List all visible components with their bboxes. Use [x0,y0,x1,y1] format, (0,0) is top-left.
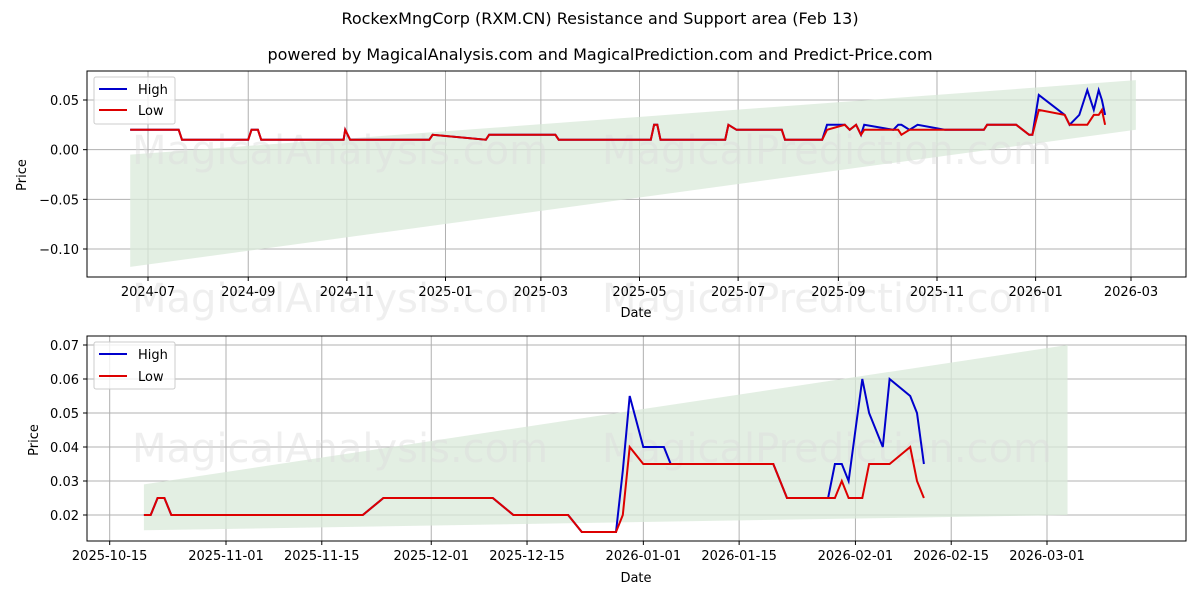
x-tick-label: 2026-02-01 [818,549,894,564]
top-panel: MagicalAnalysis.com MagicalPrediction.co… [15,70,1187,322]
y-tick-label: −0.05 [39,193,79,208]
y-tick-label: 0.05 [50,407,79,422]
y-axis-label: Price [27,424,42,456]
legend: High Low [93,341,176,390]
x-tick-label: 2025-12-01 [393,549,469,564]
x-tick-label: 2026-01 [1008,285,1062,300]
low-line [130,107,1107,141]
legend-low-label: Low [138,104,164,119]
legend: High Low [93,76,176,125]
y-tick-label: 0.07 [50,339,79,354]
x-tick-label: 2025-05 [612,285,666,300]
x-tick-label: 2026-01-01 [606,549,682,564]
axes-frame [86,70,1187,278]
y-tick-label: 0.04 [50,441,79,456]
watermark: MagicalAnalysis.com [132,276,548,322]
watermark: MagicalPrediction.com [602,276,1052,322]
x-tick-label: 2026-01-15 [701,549,777,564]
legend-low-label: Low [138,370,164,385]
x-tick-label: 2025-11-15 [284,549,360,564]
x-tick-label: 2025-11 [910,285,964,300]
y-tick-label: 0.00 [50,144,79,159]
y-tick-label: 0.06 [50,373,79,388]
chart-subtitle: powered by MagicalAnalysis.com and Magic… [267,45,933,64]
legend-high-label: High [138,348,168,363]
watermark: MagicalAnalysis.com [132,426,548,472]
y-tick-label: 0.02 [50,509,79,524]
x-tick-label: 2024-09 [221,285,275,300]
y-tick-label: 0.03 [50,475,79,490]
x-axis-label: Date [620,571,651,586]
x-tick-label: 2025-07 [711,285,765,300]
support-resistance-band [130,80,1136,267]
watermark: MagicalPrediction.com [602,128,1052,174]
watermark: MagicalAnalysis.com [132,128,548,174]
x-tick-label: 2024-11 [320,285,374,300]
x-axis-label: Date [620,306,651,321]
chart-title: RockexMngCorp (RXM.CN) Resistance and Su… [341,9,859,28]
legend-high-label: High [138,83,168,98]
x-tick-label: 2026-03 [1104,285,1158,300]
watermark: MagicalPrediction.com [602,426,1052,472]
support-resistance-band [143,345,1068,531]
y-tick-label: 0.05 [50,94,79,109]
y-axis-label: Price [15,159,30,191]
x-tick-label: 2025-11-01 [188,549,264,564]
axes-frame [86,335,1187,542]
x-tick-label: 2024-07 [121,285,175,300]
y-tick-label: −0.10 [39,243,79,258]
x-tick-label: 2026-03-01 [1009,549,1085,564]
x-tick-label: 2025-12-15 [489,549,565,564]
x-tick-label: 2025-09 [811,285,865,300]
low-line [143,444,925,533]
x-tick-label: 2025-01 [418,285,472,300]
x-tick-label: 2026-02-15 [913,549,989,564]
x-tick-label: 2025-03 [514,285,568,300]
bottom-panel: MagicalAnalysis.com MagicalPrediction.co… [27,335,1187,586]
x-tick-label: 2025-10-15 [72,549,148,564]
